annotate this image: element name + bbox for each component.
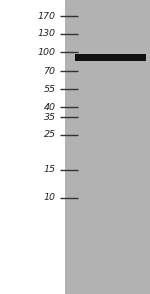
Text: 25: 25 — [44, 130, 56, 139]
Text: 70: 70 — [44, 67, 56, 76]
Text: 15: 15 — [44, 166, 56, 174]
Text: 10: 10 — [44, 193, 56, 202]
Text: 40: 40 — [44, 103, 56, 112]
Text: 55: 55 — [44, 85, 56, 93]
Text: 100: 100 — [38, 48, 56, 57]
Text: 35: 35 — [44, 113, 56, 121]
Text: 130: 130 — [38, 29, 56, 38]
Bar — [65, 0, 150, 294]
Text: 170: 170 — [38, 12, 56, 21]
Bar — [75, 54, 146, 61]
